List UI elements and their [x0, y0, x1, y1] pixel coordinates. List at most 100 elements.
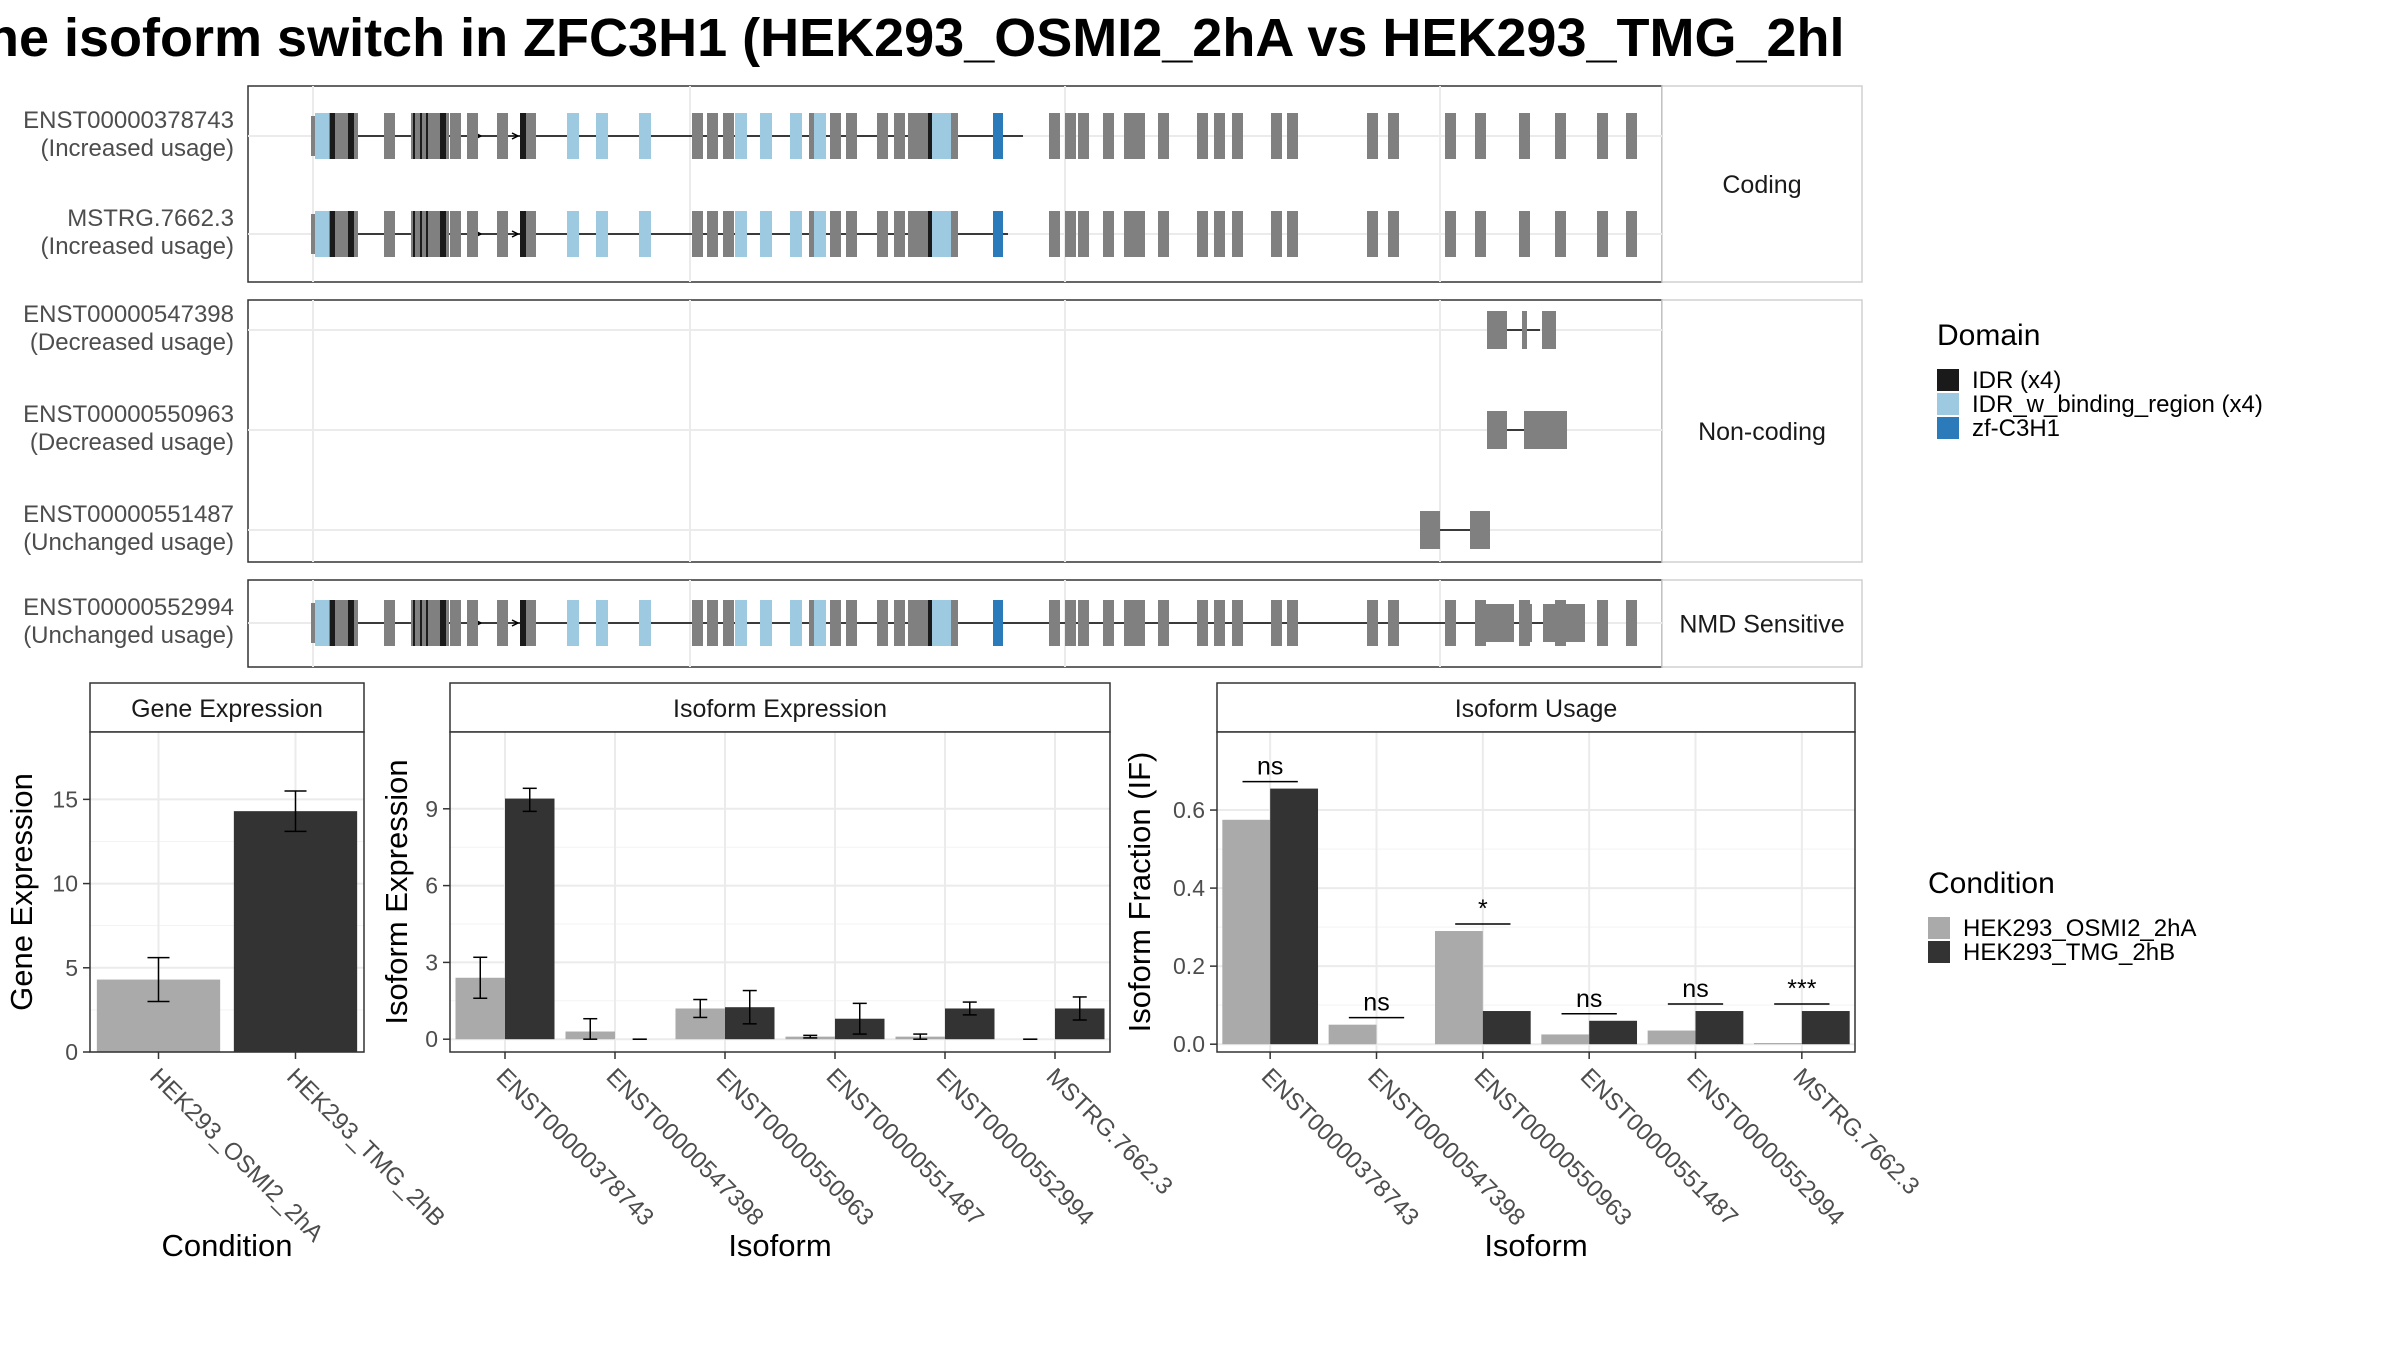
domain-block	[567, 113, 579, 159]
coding-exon	[384, 113, 395, 159]
domain-block	[420, 113, 422, 159]
domain-block	[520, 211, 526, 257]
coding-exon	[525, 211, 536, 257]
condition-legend-title: Condition	[1928, 867, 2055, 900]
domain-block	[348, 211, 354, 257]
bar	[1434, 931, 1483, 1045]
y-tick-label: 10	[52, 871, 78, 897]
y-tick-label: 0	[425, 1026, 438, 1052]
coding-exon	[908, 211, 919, 257]
y-tick-label: 5	[65, 955, 78, 981]
coding-exon	[894, 113, 905, 159]
coding-exon	[692, 211, 703, 257]
chart-strip	[449, 682, 1111, 733]
transcript-usage: (Decreased usage)	[30, 329, 234, 356]
significance-label: ns	[1576, 985, 1602, 1013]
domain-block	[420, 211, 422, 257]
coding-exon	[707, 113, 718, 159]
domain-block	[814, 113, 826, 159]
coding-exon	[908, 600, 919, 646]
coding-exon	[846, 211, 857, 257]
condition-legend-label: HEK293_OSMI2_2hA	[1963, 915, 2196, 942]
y-tick-label: 0.4	[1173, 875, 1205, 901]
bar	[1222, 819, 1271, 1045]
facet-strip	[1661, 85, 1863, 283]
domain-legend-title: Domain	[1937, 319, 2040, 352]
coding-exon	[1103, 211, 1114, 257]
coding-exon	[1214, 600, 1225, 646]
coding-exon	[1134, 211, 1145, 257]
coding-exon	[1271, 211, 1282, 257]
coding-exon	[384, 600, 395, 646]
coding-exon	[1103, 600, 1114, 646]
y-axis-title: Isoform Expression	[379, 759, 414, 1024]
coding-exon	[846, 600, 857, 646]
transcript-usage: (Unchanged usage)	[23, 622, 234, 649]
noncoding-exon	[1487, 411, 1507, 449]
domain-block	[735, 211, 747, 257]
domain-block	[790, 211, 802, 257]
domain-block	[735, 113, 747, 159]
coding-exon	[1475, 113, 1486, 159]
coding-exon	[877, 113, 888, 159]
strand-arrow	[511, 132, 520, 140]
coding-exon	[1078, 211, 1089, 257]
facet-strip	[1661, 299, 1863, 563]
noncoding-exon	[1524, 411, 1567, 449]
domain-block	[814, 600, 826, 646]
coding-exon	[450, 211, 461, 257]
domain-block	[443, 211, 446, 257]
coding-exon	[384, 211, 395, 257]
domain-block	[639, 211, 651, 257]
transcript-usage: (Increased usage)	[41, 233, 234, 260]
domain-block	[943, 600, 951, 646]
domain-block	[443, 600, 446, 646]
chart-strip	[89, 682, 365, 733]
coding-exon	[1124, 113, 1135, 159]
coding-exon	[692, 600, 703, 646]
coding-exon	[1626, 211, 1637, 257]
coding-exon	[1197, 211, 1208, 257]
coding-exon	[418, 600, 429, 646]
domain-block	[440, 211, 443, 257]
transcript-id: ENST00000551487	[23, 501, 234, 528]
domain-block	[567, 600, 579, 646]
significance-label: ns	[1257, 753, 1283, 781]
coding-exon	[1287, 211, 1298, 257]
condition-legend-swatch	[1928, 917, 1950, 939]
coding-exon	[1597, 211, 1608, 257]
domain-block	[814, 211, 826, 257]
coding-exon	[467, 600, 478, 646]
coding-exon	[1271, 600, 1282, 646]
legends: Domain IDR (x4)IDR_w_binding_region (x4)z…	[1928, 319, 2263, 966]
coding-exon	[1232, 600, 1243, 646]
bar	[233, 811, 358, 1052]
x-axis-title: Isoform	[728, 1228, 831, 1263]
coding-exon	[1124, 211, 1135, 257]
coding-exon	[877, 211, 888, 257]
domain-block	[943, 113, 951, 159]
coding-exon	[1519, 113, 1530, 159]
coding-exon	[418, 211, 429, 257]
page-title: ne isoform switch in ZFC3H1 (HEK293_OSMI…	[0, 8, 1845, 68]
domain-block	[330, 600, 335, 646]
coding-exon	[332, 600, 343, 646]
coding-exon	[1555, 211, 1566, 257]
coding-exon	[1597, 600, 1608, 646]
domain-block	[790, 113, 802, 159]
coding-exon	[1367, 113, 1378, 159]
y-tick-label: 0	[65, 1039, 78, 1065]
coding-exon	[1287, 113, 1298, 159]
coding-exon	[1555, 113, 1566, 159]
coding-exon	[1134, 600, 1145, 646]
coding-exon	[1214, 211, 1225, 257]
y-tick-label: 0.0	[1173, 1031, 1205, 1057]
domain-block	[993, 600, 1003, 646]
domain-block	[639, 600, 651, 646]
coding-exon	[1214, 113, 1225, 159]
coding-exon	[1388, 113, 1399, 159]
coding-exon	[1626, 600, 1637, 646]
